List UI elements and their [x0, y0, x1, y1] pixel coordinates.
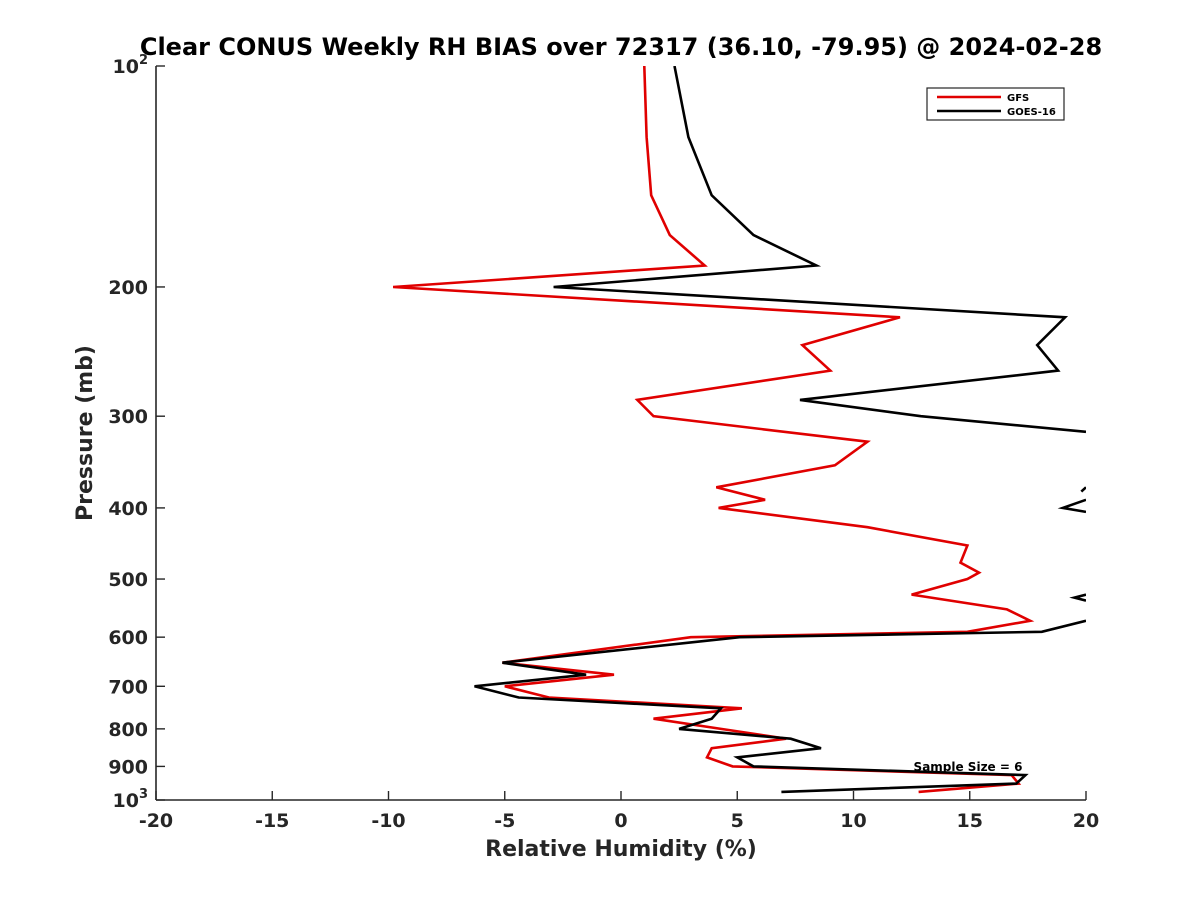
x-tick-label: -10 — [371, 810, 405, 832]
y-tick-label-base: 400 — [108, 498, 148, 520]
y-tick-label: 800 — [108, 719, 148, 741]
legend: GFS GOES-16 — [926, 87, 1065, 121]
y-tick-label: 200 — [108, 277, 148, 299]
y-tick-label: 300 — [108, 406, 148, 428]
legend-box — [926, 87, 1065, 121]
y-tick-label-base: 300 — [108, 406, 148, 428]
x-tick-label: 5 — [731, 810, 744, 832]
chart-title: Clear CONUS Weekly RH BIAS over 72317 (3… — [140, 33, 1102, 61]
y-tick-label: 900 — [108, 756, 148, 778]
y-tick-label: 103 — [113, 787, 149, 812]
y-tick-label: 700 — [108, 676, 148, 698]
y-tick-label-base: 500 — [108, 569, 148, 591]
legend-label-goes-16: GOES-16 — [1007, 107, 1056, 118]
x-tick-label: 20 — [1073, 810, 1099, 832]
y-tick-label-base: 200 — [108, 277, 148, 299]
series-line-gfs — [393, 66, 1035, 794]
y-tick-label: 400 — [108, 498, 148, 520]
x-tick-label: 15 — [957, 810, 983, 832]
x-tick-label: 10 — [840, 810, 866, 832]
y-tick-label-exponent: 3 — [139, 787, 148, 802]
y-tick-label: 102 — [113, 53, 149, 78]
y-tick-label-base: 10 — [113, 56, 139, 78]
x-tick-label: -20 — [139, 810, 173, 832]
series-line-goes-16 — [474, 66, 1086, 794]
y-tick-label: 600 — [108, 627, 148, 649]
y-tick-label-base: 900 — [108, 756, 148, 778]
sample-size-annotation: Sample Size = 6 — [914, 760, 1023, 774]
x-tick-label: -15 — [255, 810, 289, 832]
y-tick-label-base: 800 — [108, 719, 148, 741]
x-axis-ticks: -20 -15 -10 -5 0 5 10 15 20 — [139, 791, 1099, 832]
x-axis-label: Relative Humidity (%) — [485, 837, 757, 862]
y-tick-label-exponent: 2 — [139, 53, 148, 68]
x-tick-label: 0 — [614, 810, 627, 832]
y-tick-label: 500 — [108, 569, 148, 591]
x-tick-label: -5 — [494, 810, 515, 832]
series-lines — [393, 66, 1086, 794]
y-axis-label: Pressure (mb) — [73, 345, 98, 521]
y-tick-label-base: 600 — [108, 627, 148, 649]
legend-label-gfs: GFS — [1007, 93, 1029, 104]
y-tick-label-base: 700 — [108, 676, 148, 698]
y-tick-label-base: 10 — [113, 790, 139, 812]
